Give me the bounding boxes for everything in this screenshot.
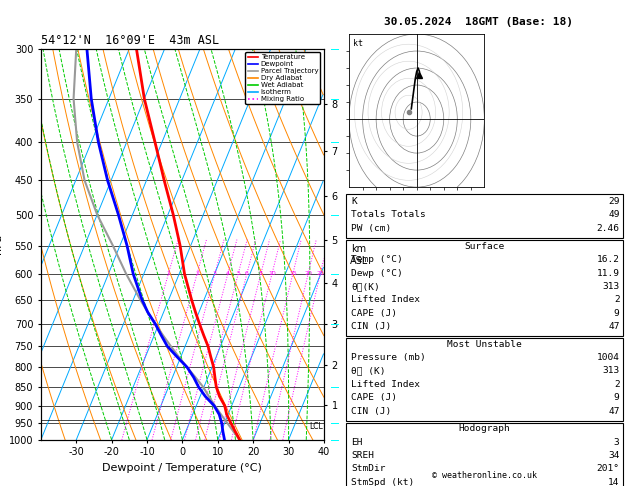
Text: Pressure (mb): Pressure (mb) — [351, 353, 426, 362]
Text: θᴇ(K): θᴇ(K) — [351, 282, 380, 291]
Text: 2: 2 — [614, 380, 620, 389]
Text: 201°: 201° — [596, 465, 620, 473]
Text: 47: 47 — [608, 406, 620, 416]
Text: 49: 49 — [608, 210, 620, 219]
Legend: Temperature, Dewpoint, Parcel Trajectory, Dry Adiabat, Wet Adiabat, Isotherm, Mi: Temperature, Dewpoint, Parcel Trajectory… — [245, 52, 320, 104]
Text: StmDir: StmDir — [351, 465, 386, 473]
Text: 9: 9 — [614, 309, 620, 318]
Text: 1: 1 — [167, 271, 170, 277]
Text: 9: 9 — [614, 393, 620, 402]
Text: 4: 4 — [226, 271, 230, 277]
Text: 16.2: 16.2 — [596, 255, 620, 264]
Text: 11.9: 11.9 — [596, 269, 620, 278]
Text: Lifted Index: Lifted Index — [351, 380, 420, 389]
Text: Temp (°C): Temp (°C) — [351, 255, 403, 264]
Text: 313: 313 — [603, 282, 620, 291]
Y-axis label: hPa: hPa — [0, 234, 3, 254]
Text: 2: 2 — [195, 271, 199, 277]
Text: 14: 14 — [608, 478, 620, 486]
Text: θᴇ (K): θᴇ (K) — [351, 366, 386, 376]
Text: K: K — [351, 197, 357, 206]
Text: 313: 313 — [603, 366, 620, 376]
Text: Most Unstable: Most Unstable — [447, 340, 521, 349]
Text: CIN (J): CIN (J) — [351, 406, 391, 416]
Text: EH: EH — [351, 438, 362, 447]
Text: 5: 5 — [237, 271, 240, 277]
Text: Dewp (°C): Dewp (°C) — [351, 269, 403, 278]
Text: 15: 15 — [289, 271, 297, 277]
Text: 3: 3 — [614, 438, 620, 447]
Text: 20: 20 — [304, 271, 312, 277]
Text: CAPE (J): CAPE (J) — [351, 393, 397, 402]
Text: 30.05.2024  18GMT (Base: 18): 30.05.2024 18GMT (Base: 18) — [384, 17, 572, 27]
Text: kt: kt — [353, 38, 363, 48]
Text: Lifted Index: Lifted Index — [351, 295, 420, 304]
X-axis label: Dewpoint / Temperature (°C): Dewpoint / Temperature (°C) — [103, 463, 262, 473]
Text: 2: 2 — [614, 295, 620, 304]
Text: Surface: Surface — [464, 242, 504, 251]
Text: 1004: 1004 — [596, 353, 620, 362]
Text: 47: 47 — [608, 322, 620, 331]
Text: 10: 10 — [268, 271, 276, 277]
Text: 8: 8 — [259, 271, 263, 277]
Text: 6: 6 — [245, 271, 249, 277]
Text: 2.46: 2.46 — [596, 224, 620, 233]
Text: 54°12'N  16°09'E  43m ASL: 54°12'N 16°09'E 43m ASL — [41, 35, 219, 48]
Y-axis label: km
ASL: km ASL — [350, 244, 368, 266]
Text: 34: 34 — [608, 451, 620, 460]
Text: PW (cm): PW (cm) — [351, 224, 391, 233]
Text: 25: 25 — [316, 271, 324, 277]
Text: 29: 29 — [608, 197, 620, 206]
Text: 3: 3 — [213, 271, 217, 277]
Text: © weatheronline.co.uk: © weatheronline.co.uk — [432, 471, 537, 480]
Text: SREH: SREH — [351, 451, 374, 460]
Text: CAPE (J): CAPE (J) — [351, 309, 397, 318]
Text: CIN (J): CIN (J) — [351, 322, 391, 331]
Text: Hodograph: Hodograph — [459, 424, 510, 434]
Text: Totals Totals: Totals Totals — [351, 210, 426, 219]
Text: StmSpd (kt): StmSpd (kt) — [351, 478, 415, 486]
Text: LCL: LCL — [309, 422, 323, 431]
